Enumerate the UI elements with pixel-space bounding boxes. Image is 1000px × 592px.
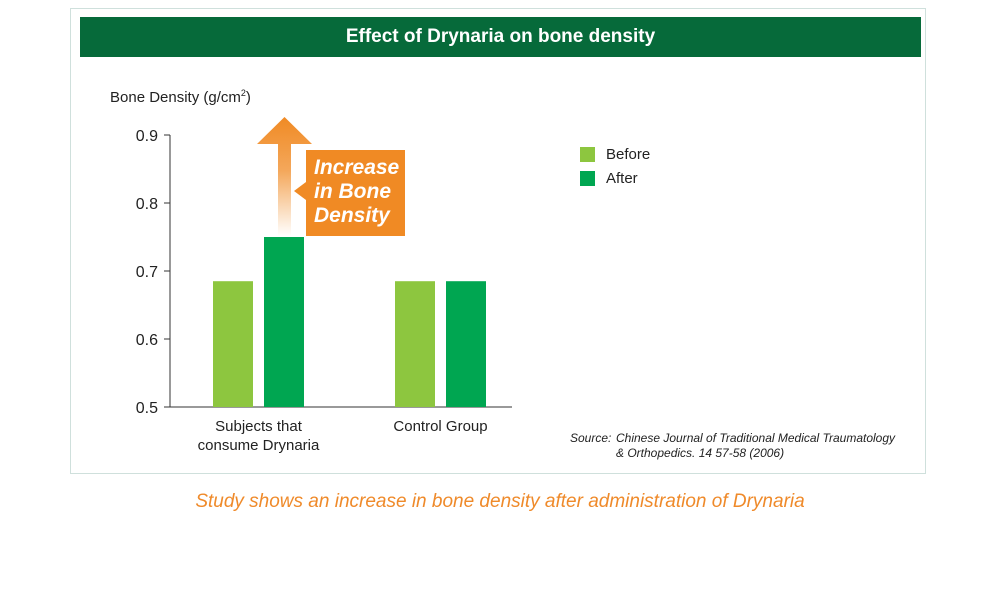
chart-title-text: Effect of Drynaria on bone density	[345, 26, 656, 47]
legend-label-after: After	[606, 169, 638, 187]
legend-label-before: Before	[606, 145, 651, 163]
bar-before-0	[213, 281, 253, 407]
annotation-line-3: Density	[314, 204, 390, 227]
y-tick-label: 0.5	[136, 400, 158, 417]
bars	[213, 237, 486, 407]
legend: Before After	[580, 142, 650, 190]
increase-annotation: Increase in Bone Density	[294, 150, 405, 236]
legend-swatch-before	[580, 146, 595, 162]
source-label: Source:	[570, 431, 612, 445]
source-line-2: & Orthopedics. 14 57-58 (2006)	[616, 446, 785, 460]
y-ticks: 0.9 0.8 0.7 0.6 0.5	[136, 128, 170, 417]
category-labels: Subjects that consume Drynaria Control Gro…	[198, 418, 488, 454]
legend-item-after: After	[580, 166, 650, 190]
legend-swatch-after	[580, 170, 595, 186]
annotation-line-2: in Bone	[314, 180, 391, 203]
y-tick-label: 0.9	[136, 128, 158, 145]
increase-arrow	[257, 117, 312, 236]
y-axis-label: Bone Density (g/cm2)	[110, 88, 251, 106]
y-tick-label: 0.6	[136, 332, 158, 349]
x-category-label: Subjects that	[215, 418, 303, 435]
source-citation: Source: Chinese Journal of Traditional Me…	[570, 431, 895, 461]
bar-after-0	[264, 237, 304, 407]
annotation-line-1: Increase	[314, 156, 400, 179]
chart-card	[70, 8, 926, 474]
y-axis-label-close: )	[245, 89, 251, 106]
chart-title: Effect of Drynaria on bone density	[80, 17, 921, 57]
bar-before-1	[395, 281, 435, 407]
bar-after-1	[446, 281, 486, 407]
y-axis-label-text: Bone Density (g/cm	[110, 89, 241, 106]
y-tick-label: 0.7	[136, 264, 158, 281]
y-axis-label-superscript: 2	[240, 88, 246, 98]
y-tick-label: 0.8	[136, 196, 158, 213]
source-line-1: Chinese Journal of Traditional Medical T…	[616, 431, 896, 445]
caption: Study shows an increase in bone density …	[195, 491, 805, 512]
x-category-label: consume Drynaria	[198, 437, 320, 454]
legend-item-before: Before	[580, 142, 650, 166]
x-category-label: Control Group	[393, 418, 487, 435]
